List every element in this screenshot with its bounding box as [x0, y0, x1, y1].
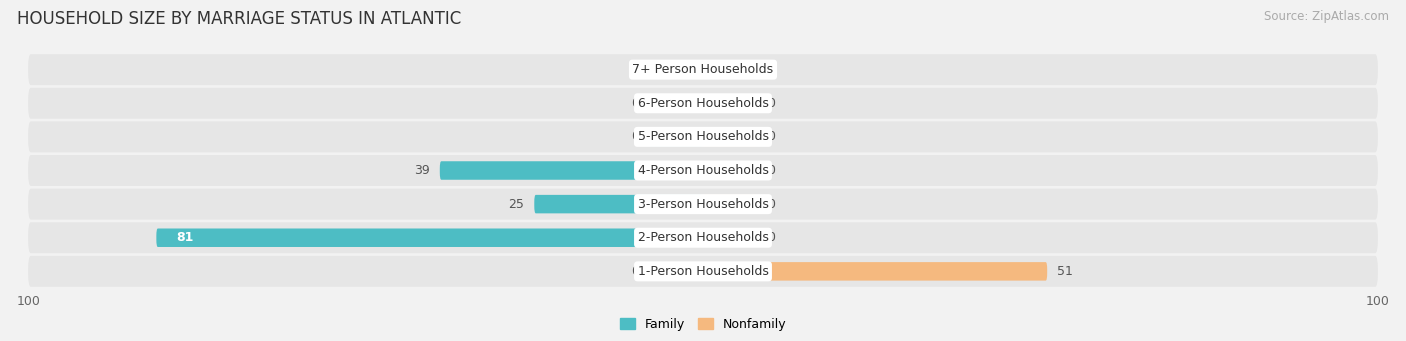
FancyBboxPatch shape [28, 222, 1378, 253]
FancyBboxPatch shape [440, 161, 703, 180]
Text: 0: 0 [768, 198, 775, 211]
FancyBboxPatch shape [28, 88, 1378, 119]
FancyBboxPatch shape [703, 94, 756, 113]
FancyBboxPatch shape [534, 195, 703, 213]
Text: 4-Person Households: 4-Person Households [637, 164, 769, 177]
FancyBboxPatch shape [28, 155, 1378, 186]
FancyBboxPatch shape [703, 262, 1047, 281]
Text: 25: 25 [509, 198, 524, 211]
Text: 0: 0 [768, 130, 775, 143]
Text: 0: 0 [631, 97, 638, 110]
FancyBboxPatch shape [703, 128, 756, 146]
Text: 7+ Person Households: 7+ Person Households [633, 63, 773, 76]
FancyBboxPatch shape [703, 195, 756, 213]
FancyBboxPatch shape [650, 128, 703, 146]
FancyBboxPatch shape [703, 228, 756, 247]
FancyBboxPatch shape [650, 60, 703, 79]
Text: 6-Person Households: 6-Person Households [637, 97, 769, 110]
Text: 2-Person Households: 2-Person Households [637, 231, 769, 244]
Text: 0: 0 [768, 164, 775, 177]
FancyBboxPatch shape [650, 262, 703, 281]
Text: 51: 51 [1057, 265, 1073, 278]
Text: 0: 0 [768, 97, 775, 110]
FancyBboxPatch shape [28, 189, 1378, 220]
Text: 0: 0 [631, 63, 638, 76]
Text: 5-Person Households: 5-Person Households [637, 130, 769, 143]
Text: 0: 0 [768, 63, 775, 76]
FancyBboxPatch shape [28, 256, 1378, 287]
Text: 0: 0 [768, 231, 775, 244]
Legend: Family, Nonfamily: Family, Nonfamily [614, 313, 792, 336]
FancyBboxPatch shape [156, 228, 703, 247]
Text: 1-Person Households: 1-Person Households [637, 265, 769, 278]
FancyBboxPatch shape [703, 60, 756, 79]
FancyBboxPatch shape [28, 54, 1378, 85]
Text: 0: 0 [631, 265, 638, 278]
Text: Source: ZipAtlas.com: Source: ZipAtlas.com [1264, 10, 1389, 23]
FancyBboxPatch shape [650, 94, 703, 113]
Text: 0: 0 [631, 130, 638, 143]
Text: 81: 81 [177, 231, 194, 244]
FancyBboxPatch shape [703, 161, 756, 180]
Text: 39: 39 [413, 164, 430, 177]
FancyBboxPatch shape [28, 121, 1378, 152]
Text: HOUSEHOLD SIZE BY MARRIAGE STATUS IN ATLANTIC: HOUSEHOLD SIZE BY MARRIAGE STATUS IN ATL… [17, 10, 461, 28]
Text: 3-Person Households: 3-Person Households [637, 198, 769, 211]
